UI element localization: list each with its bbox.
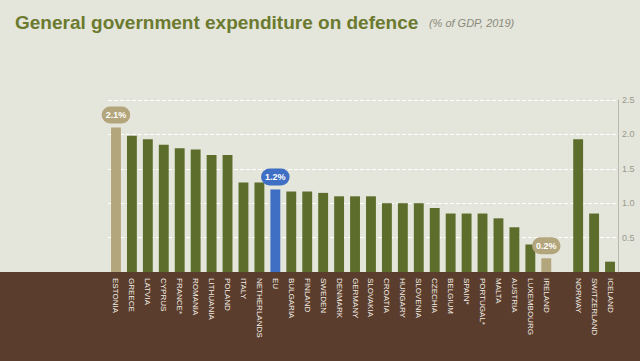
svg-text:BULGARIA: BULGARIA xyxy=(287,278,296,319)
svg-text:PORTUGAL*: PORTUGAL* xyxy=(478,278,487,325)
svg-text:FRANCE*: FRANCE* xyxy=(175,278,184,314)
svg-text:2.1%: 2.1% xyxy=(106,110,127,120)
svg-text:LUXEMBOURG: LUXEMBOURG xyxy=(526,278,535,335)
svg-text:ICELAND: ICELAND xyxy=(606,278,615,313)
svg-text:1.0: 1.0 xyxy=(622,198,635,208)
svg-text:ROMANIA: ROMANIA xyxy=(191,278,200,316)
svg-text:NORWAY: NORWAY xyxy=(574,278,583,314)
svg-text:CYPRUS: CYPRUS xyxy=(159,278,168,311)
svg-text:MALTA: MALTA xyxy=(494,278,503,304)
svg-text:IRELAND: IRELAND xyxy=(542,278,551,313)
svg-text:EU: EU xyxy=(271,278,280,289)
svg-text:General government expenditure: General government expenditure on defenc… xyxy=(15,12,429,33)
svg-text:AUSTRIA: AUSTRIA xyxy=(510,278,519,313)
svg-text:LITHUANIA: LITHUANIA xyxy=(207,278,216,320)
svg-text:ESTONIA: ESTONIA xyxy=(111,278,120,314)
svg-text:NETHERLANDS: NETHERLANDS xyxy=(255,278,264,338)
svg-text:GREECE: GREECE xyxy=(127,278,136,312)
svg-text:SLOVENIA: SLOVENIA xyxy=(414,278,423,319)
svg-text:DENMARK: DENMARK xyxy=(335,278,344,319)
svg-text:GERMANY: GERMANY xyxy=(351,278,360,319)
svg-text:0.5: 0.5 xyxy=(622,233,635,243)
svg-text:0.2%: 0.2% xyxy=(536,241,557,251)
svg-text:2.5: 2.5 xyxy=(622,95,635,105)
svg-text:CZECHIA: CZECHIA xyxy=(430,278,439,314)
svg-text:BELGIUM: BELGIUM xyxy=(446,278,455,314)
svg-text:LATVIA: LATVIA xyxy=(143,278,152,306)
svg-text:CROATIA: CROATIA xyxy=(382,278,391,314)
svg-text:1.5: 1.5 xyxy=(622,164,635,174)
svg-text:(% of GDP, 2019): (% of GDP, 2019) xyxy=(429,17,515,29)
svg-text:2.0: 2.0 xyxy=(622,129,635,139)
svg-text:HUNGARY: HUNGARY xyxy=(398,278,407,319)
svg-text:POLAND: POLAND xyxy=(223,278,232,311)
svg-text:SLOVAKIA: SLOVAKIA xyxy=(366,278,375,318)
svg-text:1.2%: 1.2% xyxy=(265,172,286,182)
svg-text:SWEDEN: SWEDEN xyxy=(319,278,328,313)
svg-text:SWITZERLAND: SWITZERLAND xyxy=(590,278,599,336)
svg-text:FINLAND: FINLAND xyxy=(303,278,312,312)
svg-text:SPAIN*: SPAIN* xyxy=(462,278,471,305)
svg-text:ITALY: ITALY xyxy=(239,278,248,300)
